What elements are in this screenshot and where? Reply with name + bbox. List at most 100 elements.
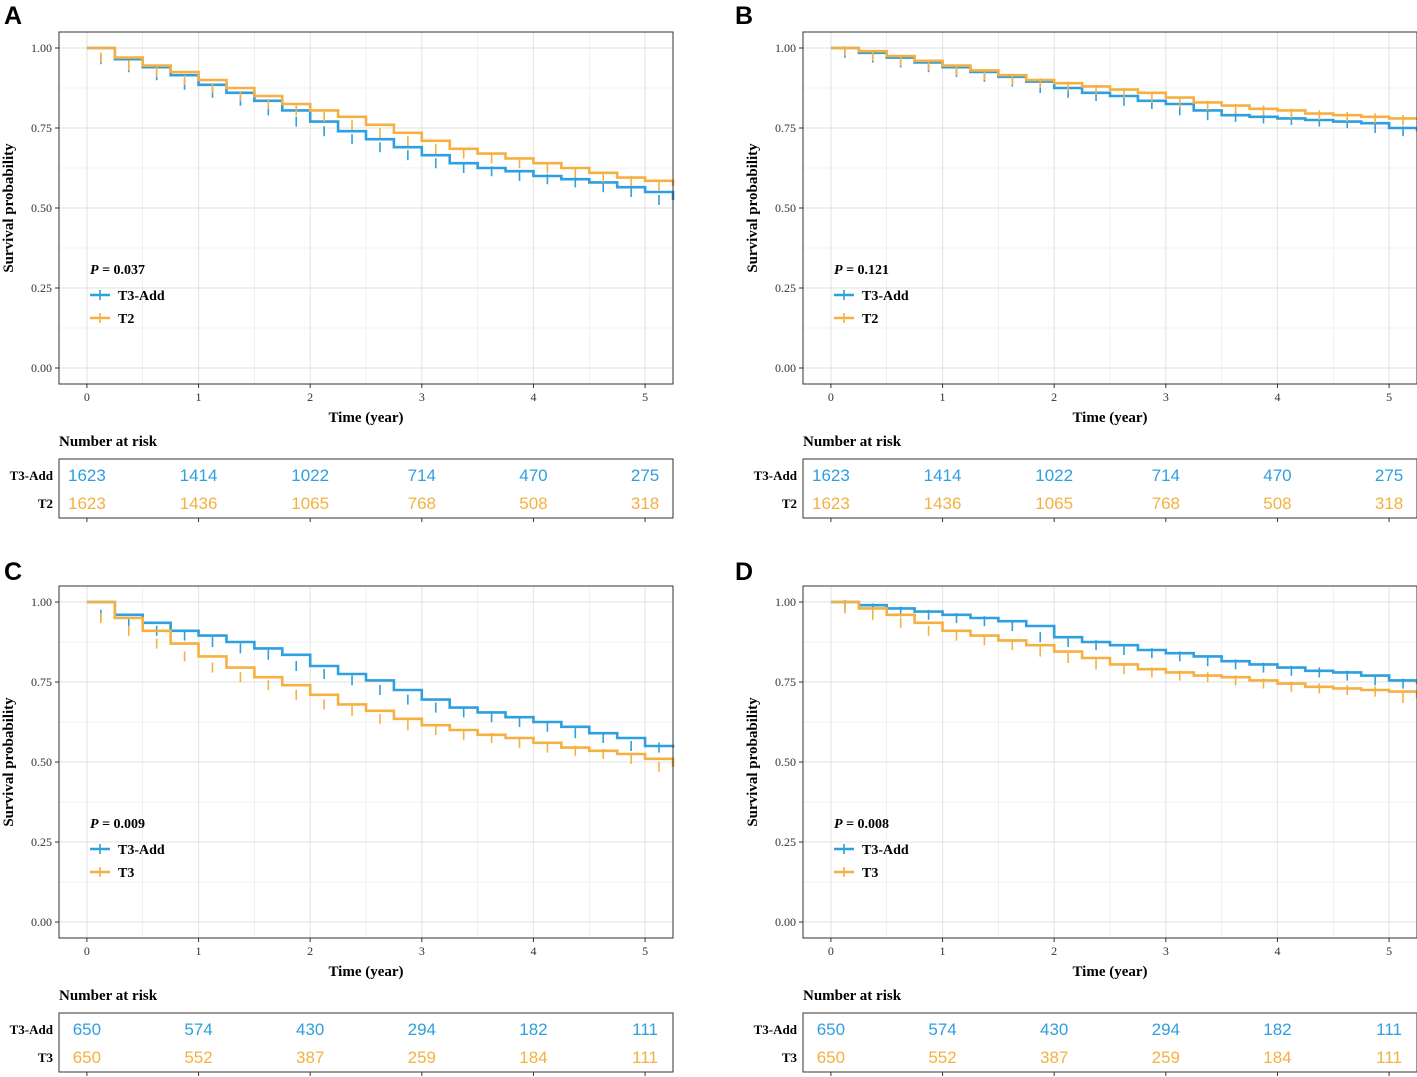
legend-label: T3 — [862, 866, 878, 881]
x-tick-label: 1 — [196, 390, 202, 404]
legend-label: T2 — [862, 312, 878, 327]
survival-curve-2 — [86, 600, 675, 767]
x-tick-label: 2 — [307, 390, 313, 404]
risk-count: 1022 — [1035, 466, 1073, 485]
y-axis-title: Survival probability — [1, 697, 17, 827]
panel-letter: C — [4, 558, 22, 586]
x-tick-label: 4 — [530, 390, 536, 404]
x-tick-label: 0 — [828, 390, 834, 404]
p-value: P = 0.009 — [90, 817, 145, 832]
legend-label: T3 — [118, 866, 134, 881]
risk-count: 259 — [408, 1048, 436, 1067]
risk-count: 650 — [817, 1020, 845, 1039]
y-tick-label: 0.75 — [31, 121, 52, 135]
risk-count: 508 — [519, 494, 547, 513]
survival-curve-2 — [830, 600, 1417, 698]
y-axis-title: Survival probability — [745, 143, 761, 273]
risk-table-frame — [802, 1012, 1417, 1073]
risk-table-frame — [802, 458, 1417, 519]
panel-letter: A — [4, 2, 22, 30]
risk-count: 1022 — [291, 466, 329, 485]
x-tick-label: 5 — [642, 390, 648, 404]
risk-count: 650 — [817, 1048, 845, 1067]
legend-label: T3-Add — [118, 843, 165, 858]
y-axis-title: Survival probability — [745, 697, 761, 827]
risk-count: 318 — [1375, 494, 1403, 513]
risk-count: 552 — [184, 1048, 212, 1067]
panel-d: D 0.00 0.25 0.50 0.75 1.00 0 1 2 3 4 5 Time (year) Su… — [735, 558, 1417, 1076]
x-tick-label: 1 — [940, 944, 946, 958]
p-value: P = 0.121 — [834, 263, 889, 278]
y-tick-label: 0.25 — [31, 835, 52, 849]
risk-row-label: T3-Add — [754, 1022, 798, 1037]
legend-label: T3-Add — [118, 289, 165, 304]
p-value: P = 0.008 — [834, 817, 889, 832]
risk-row-label: T2 — [38, 496, 53, 511]
risk-count: 184 — [1263, 1048, 1291, 1067]
risk-count: 470 — [1263, 466, 1291, 485]
risk-count: 182 — [1263, 1020, 1291, 1039]
plot-frame — [802, 585, 1417, 939]
risk-row-label: T3-Add — [10, 468, 54, 483]
risk-count: 1623 — [812, 494, 850, 513]
x-tick-label: 4 — [1274, 944, 1280, 958]
x-tick-label: 1 — [940, 390, 946, 404]
x-tick-label: 3 — [419, 390, 425, 404]
p-value-text: = 0.008 — [843, 817, 889, 832]
risk-count: 1414 — [180, 466, 218, 485]
risk-count: 650 — [73, 1020, 101, 1039]
risk-count: 1436 — [924, 494, 962, 513]
p-value-text: = 0.037 — [99, 263, 145, 278]
x-tick-label: 5 — [642, 944, 648, 958]
y-tick-label: 0.00 — [31, 361, 52, 375]
risk-row-label: T3 — [782, 1050, 798, 1065]
x-tick-label: 1 — [196, 944, 202, 958]
y-tick-label: 0.75 — [775, 675, 796, 689]
y-tick-label: 0.50 — [775, 201, 796, 215]
legend-label: T3-Add — [862, 289, 909, 304]
risk-count: 714 — [1152, 466, 1180, 485]
risk-count: 387 — [1040, 1048, 1068, 1067]
x-tick-label: 4 — [1274, 390, 1280, 404]
x-tick-label: 0 — [84, 944, 90, 958]
panel-letter: D — [735, 558, 753, 586]
y-tick-label: 1.00 — [31, 595, 52, 609]
risk-count: 294 — [408, 1020, 436, 1039]
risk-count: 430 — [1040, 1020, 1068, 1039]
panel-letter: B — [735, 2, 753, 30]
risk-table-frame — [58, 1012, 674, 1073]
legend-label: T2 — [118, 312, 134, 327]
x-axis-title: Time (year) — [328, 410, 403, 426]
p-value-symbol: P — [90, 263, 99, 278]
y-tick-label: 0.75 — [31, 675, 52, 689]
risk-count: 182 — [519, 1020, 547, 1039]
survival-curve-2 — [830, 46, 1417, 120]
risk-row-label: T3-Add — [754, 468, 798, 483]
risk-table-frame — [58, 458, 674, 519]
risk-count: 1065 — [291, 494, 329, 513]
plot-frame — [58, 31, 674, 385]
y-tick-label: 0.00 — [775, 361, 796, 375]
risk-row-label: T3 — [38, 1050, 54, 1065]
p-value: P = 0.037 — [90, 263, 145, 278]
risk-count: 1436 — [180, 494, 218, 513]
risk-count: 714 — [408, 466, 436, 485]
y-tick-label: 0.25 — [775, 281, 796, 295]
risk-table-title: Number at risk — [59, 988, 158, 1004]
y-tick-label: 0.25 — [31, 281, 52, 295]
x-axis-title: Time (year) — [328, 964, 403, 980]
legend-label: T3-Add — [862, 843, 909, 858]
risk-count: 294 — [1152, 1020, 1180, 1039]
risk-count: 1065 — [1035, 494, 1073, 513]
x-axis-title: Time (year) — [1072, 964, 1147, 980]
y-tick-label: 0.50 — [31, 755, 52, 769]
y-tick-label: 0.50 — [775, 755, 796, 769]
risk-count: 1623 — [68, 466, 106, 485]
y-tick-label: 1.00 — [775, 41, 796, 55]
x-tick-label: 0 — [828, 944, 834, 958]
x-tick-label: 2 — [1051, 944, 1057, 958]
y-tick-label: 1.00 — [775, 595, 796, 609]
x-tick-label: 2 — [307, 944, 313, 958]
risk-count: 275 — [1375, 466, 1403, 485]
plot-frame — [58, 585, 674, 939]
